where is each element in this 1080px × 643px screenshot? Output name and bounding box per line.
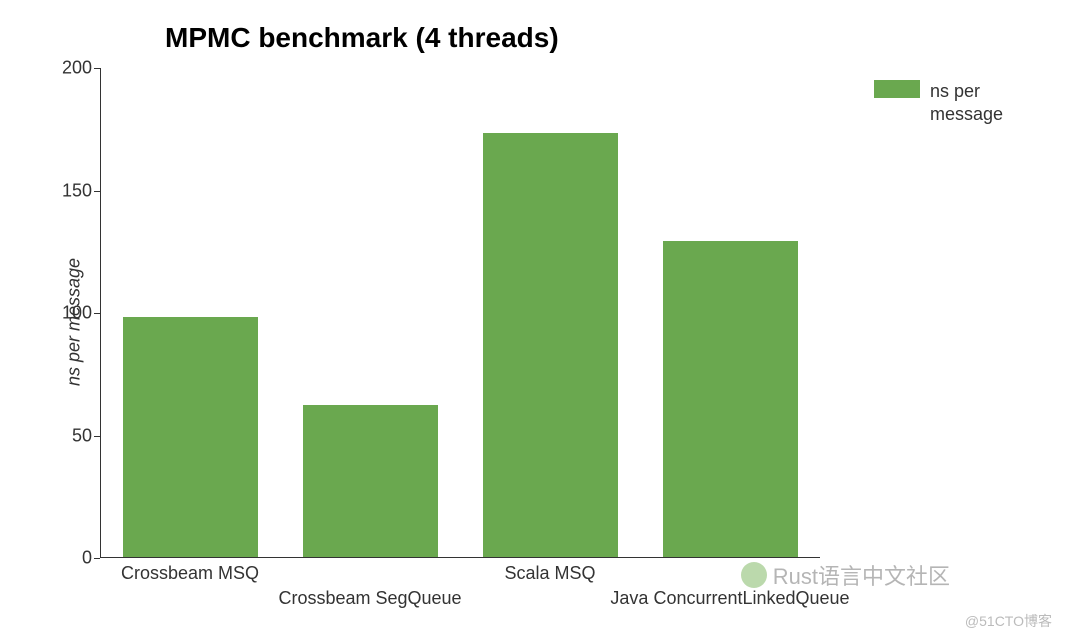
y-tick-mark	[94, 558, 100, 559]
x-tick-label: Scala MSQ	[504, 563, 595, 584]
bar	[483, 133, 618, 557]
watermark-community-text: Rust语言中文社区	[773, 559, 950, 591]
y-tick-mark	[94, 191, 100, 192]
y-tick-label: 200	[32, 58, 92, 79]
y-tick-label: 0	[32, 548, 92, 569]
bar	[303, 405, 438, 557]
x-tick-label: Crossbeam SegQueue	[278, 588, 461, 609]
watermark-source: @51CTO博客	[965, 611, 1052, 631]
bar	[123, 317, 258, 557]
legend-label: ns per message	[930, 80, 1050, 127]
y-tick-mark	[94, 436, 100, 437]
y-tick-mark	[94, 68, 100, 69]
chart-container: MPMC benchmark (4 threads) ns per messag…	[0, 0, 1080, 643]
x-tick-label: Crossbeam MSQ	[121, 563, 259, 584]
watermark-community: Rust语言中文社区	[741, 559, 950, 591]
legend: ns per message	[874, 80, 1050, 127]
bar	[663, 241, 798, 557]
wechat-icon	[741, 562, 767, 588]
x-tick-label: Java ConcurrentLinkedQueue	[610, 588, 849, 609]
plot-area: 050100150200Crossbeam MSQCrossbeam SegQu…	[100, 68, 820, 558]
chart-title: MPMC benchmark (4 threads)	[165, 22, 559, 54]
y-axis-line	[100, 68, 101, 558]
y-tick-label: 50	[32, 425, 92, 446]
y-tick-label: 100	[32, 303, 92, 324]
x-axis-line	[100, 557, 820, 558]
y-tick-label: 150	[32, 180, 92, 201]
legend-swatch	[874, 80, 920, 98]
y-tick-mark	[94, 313, 100, 314]
